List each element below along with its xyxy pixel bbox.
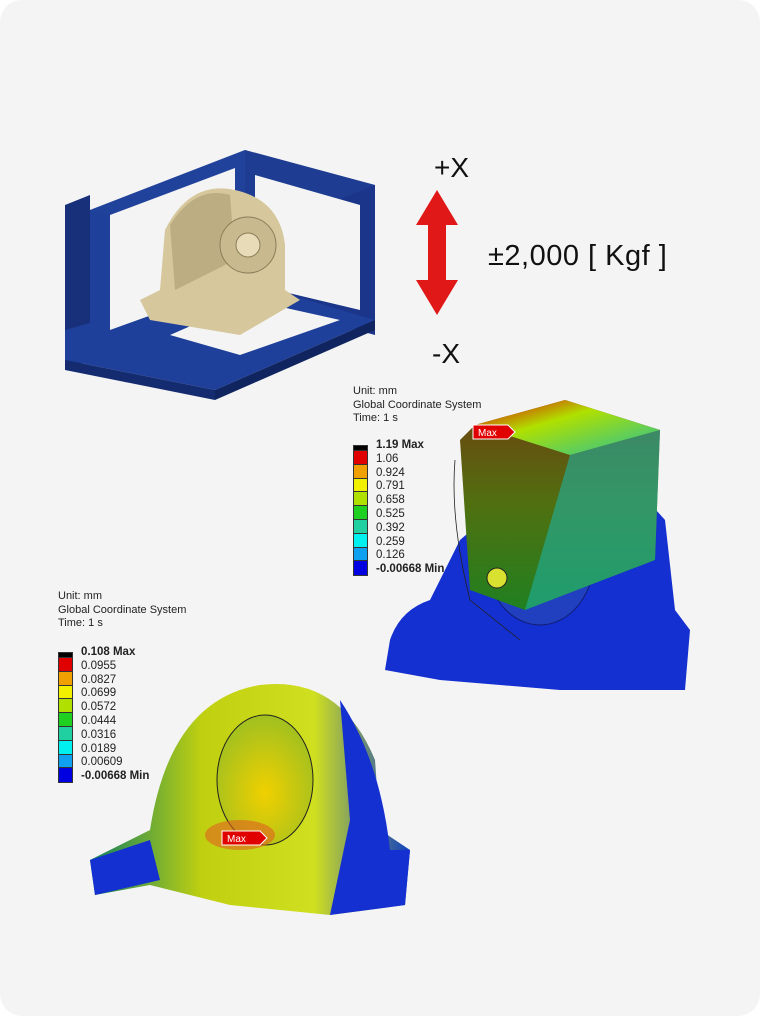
svg-text:Max: Max — [227, 834, 246, 845]
max-value: 0.108 Max — [81, 646, 136, 658]
max-value: 1.19 Max — [376, 439, 424, 451]
plus-x-label: +X — [434, 152, 470, 183]
min-value: -0.00668 Min — [376, 563, 445, 576]
scale-value: 1.06 — [376, 452, 399, 465]
scale-value: 0.0955 — [81, 659, 117, 672]
color-scale-bar — [353, 445, 368, 577]
scale-value: 0.658 — [376, 494, 405, 507]
time-label: Time: 1 s — [353, 412, 398, 424]
result-legend-2: Unit: mm Global Coordinate System Time: … — [58, 590, 187, 784]
load-arrow-icon — [416, 190, 458, 315]
scale-value: 0.0444 — [81, 714, 117, 727]
coordinate-system-label: Global Coordinate System — [353, 398, 482, 411]
minus-x-label: -X — [432, 338, 460, 369]
unit-label: Unit: mm — [353, 385, 397, 397]
scale-value: 0.0699 — [81, 687, 117, 700]
scale-value: 0.0572 — [81, 701, 117, 714]
max-marker-2: Max — [221, 830, 268, 846]
scale-value: 0.259 — [376, 535, 405, 548]
force-label: ±2,000 [ Kgf ] — [488, 240, 668, 272]
svg-text:Max: Max — [478, 428, 497, 439]
scale-value: 0.126 — [376, 549, 405, 562]
deformation-model-1 — [385, 400, 690, 690]
color-scale-bar — [58, 652, 73, 784]
deformation-model-2 — [90, 683, 410, 915]
scale-value: 0.392 — [376, 521, 405, 534]
scale-value: 0.924 — [376, 466, 405, 479]
coordinate-system-label: Global Coordinate System — [58, 603, 187, 616]
scale-value: 0.0189 — [81, 742, 117, 755]
unit-label: Unit: mm — [58, 590, 102, 602]
min-value: -0.00668 Min — [81, 770, 150, 783]
scale-value: 0.0316 — [81, 728, 117, 741]
mount-part — [140, 188, 300, 335]
scale-value: 0.525 — [376, 507, 405, 520]
max-marker-1: Max — [472, 424, 516, 440]
scale-value: 0.00609 — [81, 756, 123, 769]
scale-value: 0.791 — [376, 480, 405, 493]
result-legend-1: Unit: mm Global Coordinate System Time: … — [353, 385, 482, 577]
scale-value: 0.0827 — [81, 673, 117, 686]
time-label: Time: 1 s — [58, 617, 103, 629]
